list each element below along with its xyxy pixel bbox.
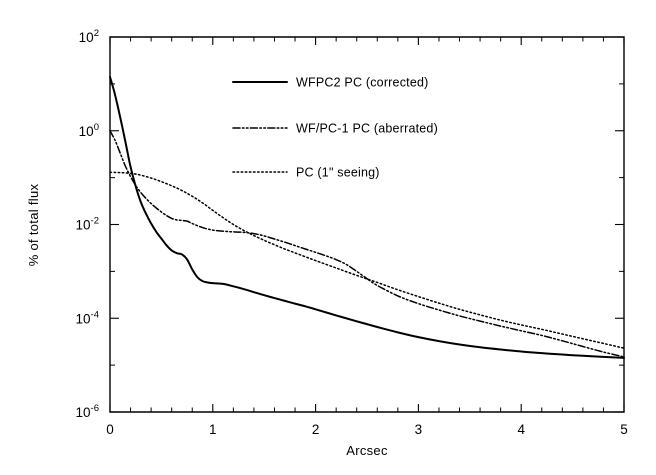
y-tick-label: 102 <box>79 28 99 45</box>
y-tick-label: 100 <box>79 122 99 139</box>
y-tick-label: 10-6 <box>76 403 99 420</box>
x-tick-label: 1 <box>209 422 217 437</box>
legend: WFPC2 PC (corrected) WF/PC-1 PC (aberrate… <box>232 76 438 180</box>
y-axis-tick-labels: 102 100 10-2 10-4 10-6 <box>76 28 99 420</box>
series-line-3 <box>109 171 625 349</box>
x-axis-title: Arcsec <box>346 443 388 458</box>
x-tick-label: 4 <box>517 422 525 437</box>
x-tick-label: 2 <box>312 422 320 437</box>
x-axis-tick-labels: 0 1 2 3 4 5 <box>106 422 628 437</box>
y-axis-ticks <box>110 36 624 413</box>
x-tick-label: 3 <box>415 422 423 437</box>
series-line-2 <box>109 130 625 358</box>
legend-label-1: WFPC2 PC (corrected) <box>296 76 429 90</box>
series-line-1 <box>109 76 625 359</box>
legend-label-2: WF/PC-1 PC (aberrated) <box>296 122 438 136</box>
y-tick-label: 10-2 <box>76 216 99 233</box>
x-axis-ticks <box>109 37 625 412</box>
y-tick-label: 10-4 <box>76 309 99 326</box>
y-axis-title: % of total flux <box>26 184 41 267</box>
x-tick-label: 0 <box>106 422 114 437</box>
data-series-group <box>109 76 625 359</box>
x-tick-label: 5 <box>620 422 628 437</box>
legend-label-3: PC (1" seeing) <box>296 166 380 180</box>
